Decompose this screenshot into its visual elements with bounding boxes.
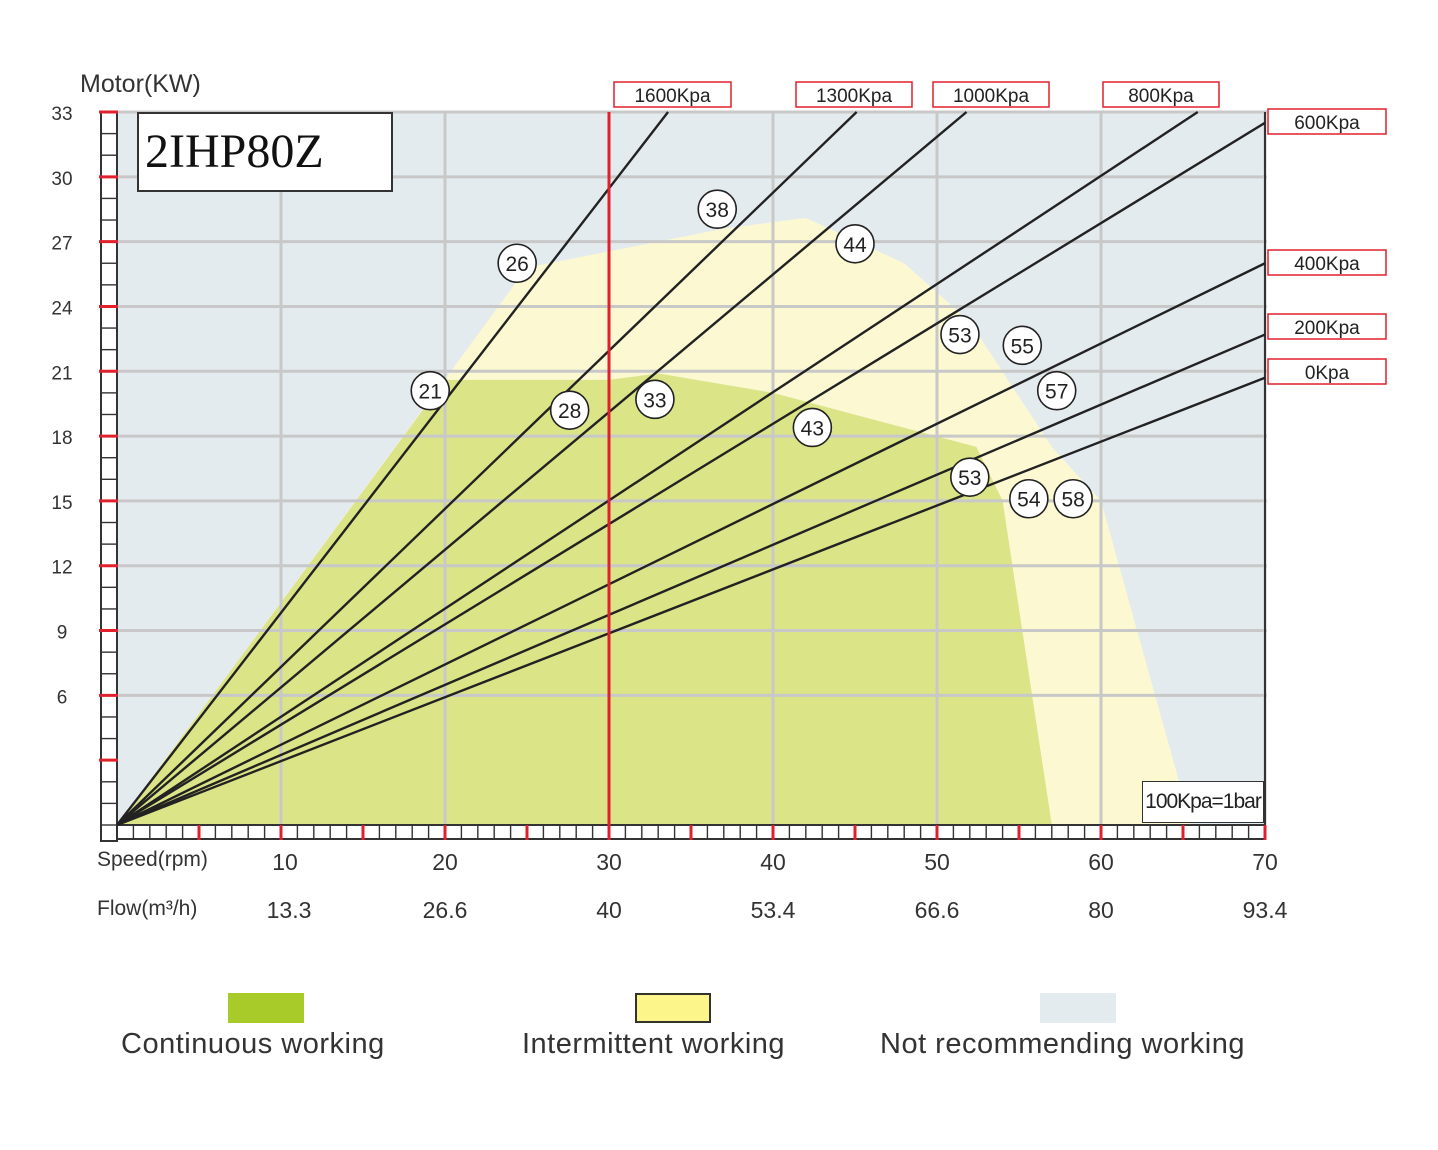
series-label-box [795, 81, 913, 108]
annotation-circle [410, 370, 451, 411]
y-tick-label: 12 [51, 558, 72, 579]
legend-label-not-recommended: Not recommending working [880, 1028, 1245, 1060]
model-title: 2IHP80Z [137, 112, 393, 192]
series-label: 0Kpa [1305, 363, 1350, 384]
legend-swatch-not-recommended [1040, 993, 1116, 1023]
legend-swatch-intermittent [635, 993, 711, 1023]
legend-label-continuous: Continuous working [121, 1028, 385, 1060]
series-label: 1600Kpa [634, 86, 711, 107]
x-tick-label: 40 [760, 849, 786, 875]
annotation-circle [792, 407, 833, 448]
y-tick-label: 30 [51, 169, 72, 190]
x-tick-label: 50 [924, 849, 950, 875]
series-label: 1000Kpa [953, 86, 1030, 107]
annotation-circle [1036, 370, 1077, 411]
y-tick-label: 27 [51, 234, 72, 255]
series-line-1300kpa [116, 111, 858, 826]
annotation-circle [635, 379, 675, 420]
flow-tick-label: 93.4 [1243, 897, 1288, 923]
series-line-200kpa [116, 333, 1266, 827]
y-tick-label: 21 [51, 363, 72, 384]
annotation-label: 33 [643, 389, 666, 412]
x-tick-label: 70 [1252, 849, 1278, 875]
y-axis-title: Motor(KW) [80, 70, 201, 98]
series-line-800kpa [116, 110, 1199, 827]
x-tick-label: 30 [596, 849, 622, 875]
annotation-label: 38 [706, 199, 729, 222]
flow-tick-label: 26.6 [423, 897, 468, 923]
series-line-600kpa [116, 121, 1266, 827]
flow-tick-label: 66.6 [915, 897, 960, 923]
y-tick-label: 9 [57, 623, 68, 644]
speed-row-label: Speed(rpm) [97, 848, 208, 871]
series-label-box [1267, 358, 1387, 385]
series-label: 200Kpa [1294, 318, 1360, 339]
x-tick-label: 20 [432, 849, 458, 875]
annotation-label: 53 [958, 467, 981, 490]
series-line-400kpa [116, 262, 1266, 827]
annotation-label: 43 [801, 417, 824, 440]
annotation-label: 57 [1045, 381, 1068, 404]
series-label: 800Kpa [1128, 86, 1194, 107]
series-label-box [1267, 313, 1387, 340]
y-tick-label: 15 [51, 493, 72, 514]
y-tick-label: 6 [57, 687, 68, 708]
annotation-circle [1053, 478, 1093, 519]
x-tick-label: 60 [1088, 849, 1114, 875]
annotation-circle [1009, 478, 1049, 519]
flow-row-label: Flow(m³/h) [97, 897, 197, 920]
series-label-box [932, 81, 1050, 108]
annotation-circle [940, 314, 980, 355]
annotation-circle [949, 457, 990, 497]
series-line-1600kpa [116, 111, 669, 826]
annotation-circle [1002, 325, 1043, 366]
unit-note: 100Kpa=1bar [1142, 781, 1264, 823]
annotation-label: 58 [1061, 489, 1084, 512]
flow-tick-label: 40 [596, 897, 622, 923]
annotation-label: 26 [505, 253, 528, 276]
annotation-label: 21 [419, 381, 442, 404]
series-label-box [1267, 108, 1387, 135]
annotation-label: 54 [1017, 489, 1041, 512]
flow-tick-label: 53.4 [751, 897, 796, 923]
annotation-circle [497, 243, 537, 284]
series-label-box [1267, 249, 1387, 276]
y-ruler [100, 111, 118, 842]
annotation-label: 55 [1011, 335, 1034, 358]
series-label: 400Kpa [1294, 254, 1360, 275]
series-label-box [613, 81, 732, 108]
legend-swatch-continuous [228, 993, 304, 1023]
annotation-circle [697, 189, 738, 230]
annotation-label: 53 [948, 325, 971, 348]
annotation-circle [549, 390, 590, 430]
series-label: 600Kpa [1294, 113, 1360, 134]
y-tick-label: 24 [51, 298, 73, 319]
y-tick-label: 33 [51, 104, 72, 125]
annotation-label: 28 [558, 400, 581, 423]
y-tick-label: 18 [51, 428, 72, 449]
annotation-circle [835, 223, 875, 264]
flow-tick-label: 80 [1088, 897, 1114, 923]
region-continuous [117, 373, 1052, 825]
series-line-0kpa [116, 376, 1266, 827]
annotation-label: 44 [843, 234, 867, 257]
flow-tick-label: 13.3 [267, 897, 312, 923]
series-line-1000kpa [116, 111, 968, 826]
legend-label-intermittent: Intermittent working [522, 1028, 786, 1060]
series-label: 1300Kpa [816, 86, 893, 107]
x-tick-label: 10 [272, 849, 298, 875]
series-label-box [1102, 81, 1220, 108]
